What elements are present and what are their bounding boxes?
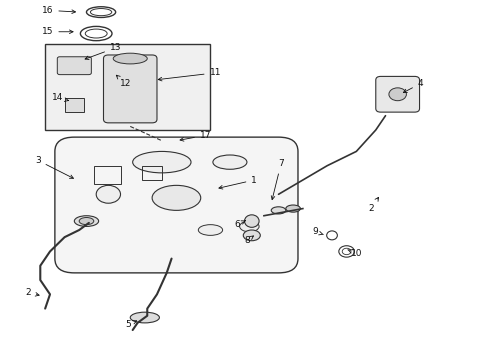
Text: 1: 1: [219, 176, 257, 189]
Ellipse shape: [198, 225, 222, 235]
Text: 13: 13: [85, 43, 121, 59]
Text: 4: 4: [403, 79, 423, 93]
FancyBboxPatch shape: [55, 137, 297, 273]
Ellipse shape: [132, 152, 191, 173]
Text: 7: 7: [271, 159, 283, 199]
Ellipse shape: [271, 207, 285, 214]
Text: 2: 2: [367, 197, 378, 213]
Text: 5: 5: [124, 320, 136, 329]
Text: 6: 6: [234, 220, 245, 229]
Text: 3: 3: [35, 156, 73, 178]
Ellipse shape: [243, 230, 260, 241]
Ellipse shape: [130, 312, 159, 323]
Text: 12: 12: [116, 75, 131, 88]
FancyBboxPatch shape: [45, 44, 210, 130]
Ellipse shape: [244, 215, 259, 227]
Ellipse shape: [113, 53, 147, 64]
FancyBboxPatch shape: [103, 55, 157, 123]
Ellipse shape: [239, 221, 259, 232]
FancyBboxPatch shape: [375, 76, 419, 112]
Text: 14: 14: [52, 93, 68, 102]
Ellipse shape: [74, 216, 99, 226]
Text: 15: 15: [42, 27, 73, 36]
Ellipse shape: [152, 185, 201, 210]
Text: 16: 16: [42, 6, 75, 15]
Text: 9: 9: [311, 227, 323, 236]
Bar: [64, 98, 84, 112]
Text: 11: 11: [158, 68, 221, 81]
Text: 17: 17: [180, 131, 211, 141]
Text: 2: 2: [25, 288, 39, 297]
Ellipse shape: [285, 205, 300, 212]
Bar: [94, 166, 120, 184]
Circle shape: [96, 185, 120, 203]
Bar: [142, 166, 162, 180]
FancyBboxPatch shape: [57, 57, 91, 75]
Text: 8: 8: [244, 236, 253, 245]
Text: 10: 10: [347, 249, 361, 258]
Ellipse shape: [79, 217, 94, 225]
Ellipse shape: [212, 155, 246, 169]
Circle shape: [388, 88, 406, 101]
